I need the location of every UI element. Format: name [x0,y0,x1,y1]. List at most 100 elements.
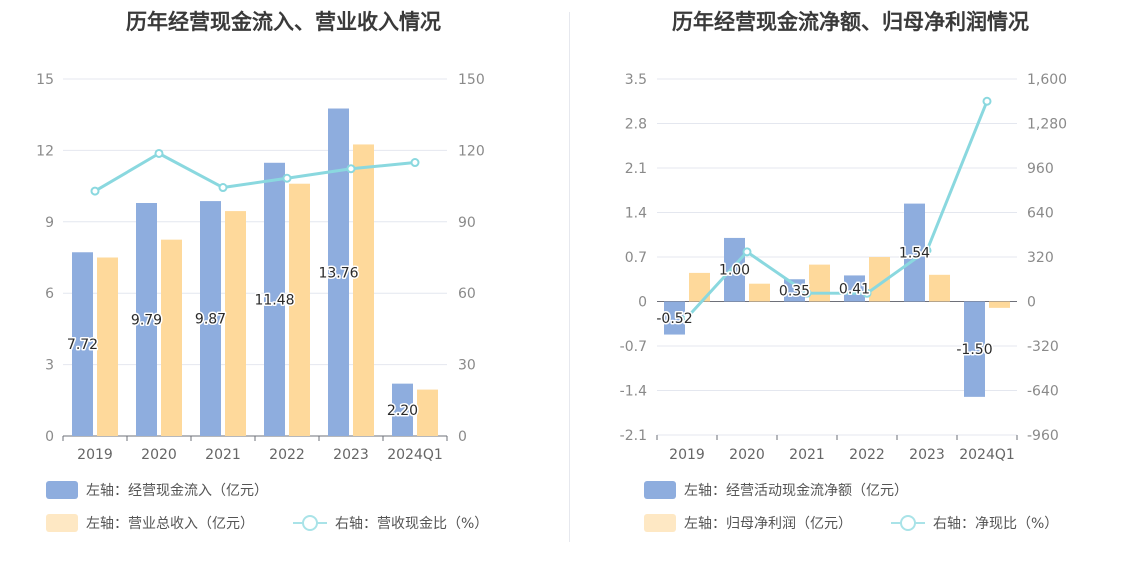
y-left-tick-label: 0.7 [625,250,647,266]
y-right-tick-label: 320 [1027,250,1054,266]
y-left-tick-label: -1.4 [620,384,647,400]
bar-primary [200,201,221,436]
chart-title-left: 历年经营现金流入、营业收入情况 [126,10,441,34]
ratio-point [682,313,692,323]
data-label: 1.00 [719,263,750,279]
data-label: 1.54 [899,246,930,262]
chart-svg-right: -2.1 -960 -1.4 -640 -0.7 -320 0 0 0.7 320 1.4 640 2.… [620,72,1067,463]
x-tick-label: 2023 [909,447,945,463]
y-left-tick-label: 3 [45,358,54,374]
data-label: 11.48 [254,292,294,308]
y-left-tick-label: -0.7 [620,339,647,355]
x-tick-label: 2024Q1 [959,447,1015,463]
legend-label: 右轴：净现比（%） [933,516,1059,532]
y-right-tick-label: -320 [1027,339,1059,355]
bar-primary [724,237,745,302]
legend-item-cash-inflow[interactable]: 左轴：经营现金流入（亿元） [46,480,268,500]
bar-primary [784,279,805,302]
data-label: 7.72 [67,337,98,353]
y-right-tick-label: 150 [458,72,485,88]
bar-secondary [809,264,830,302]
x-tick-label: 2024Q1 [387,447,443,463]
y-left-tick-label: 2.1 [625,161,647,177]
ratio-point [410,158,420,168]
bar-secondary [353,144,374,436]
bar-secondary [161,239,182,436]
legend-line-icon [293,514,327,532]
data-label: 2.20 [387,403,418,419]
legend-item-net-operating-cash[interactable]: 左轴：经营活动现金流净额（亿元） [644,480,908,500]
chart-panel-left: 历年经营现金流入、营业收入情况 0 0 3 30 6 60 9 90 12 120 15 150 201… [36,10,488,533]
x-tick-label: 2019 [669,447,705,463]
y-right-tick-label: 1,280 [1027,117,1067,133]
y-left-tick-label: 1.4 [625,206,647,222]
ratio-point [742,247,752,257]
y-right-tick-label: 30 [458,358,476,374]
y-right-tick-label: 1,600 [1027,72,1067,88]
legend-item-net-profit[interactable]: 左轴：归母净利润（亿元） [644,513,852,533]
legend-item-revenue[interactable]: 左轴：营业总收入（亿元） [46,513,254,533]
data-label: 13.76 [318,265,358,281]
legend-swatch-blue [644,481,676,499]
bar-primary [72,252,93,436]
legend-swatch-yellow [46,514,78,532]
y-right-tick-label: 120 [458,143,485,159]
y-right-tick-label: 90 [458,215,476,231]
bar-secondary [869,257,890,302]
y-left-tick-label: 9 [45,215,54,231]
legend-label: 右轴：营收现金比（%） [335,516,489,532]
data-label: -1.50 [956,342,992,358]
y-left-tick-label: 0 [45,429,54,445]
legend-label: 左轴：经营活动现金流净额（亿元） [684,483,908,499]
y-right-tick-label: 0 [1027,295,1036,311]
bar-secondary [225,211,246,436]
data-label: 0.35 [779,283,810,299]
legend-item-net-cash-ratio[interactable]: 右轴：净现比（%） [891,513,1058,533]
ratio-line [685,100,989,319]
legend-swatch-yellow [644,514,676,532]
x-tick-label: 2023 [333,447,369,463]
bar-secondary [97,257,118,436]
chart-panel-right: 历年经营现金流净额、归母净利润情况 -2.1 -960 -1.4 -640 -0.7 -3… [567,0,1134,582]
bar-primary [392,383,413,436]
bar-secondary [417,389,438,436]
ratio-point [862,288,872,298]
data-label: -0.52 [656,311,692,327]
bar-secondary [289,183,310,436]
ratio-point [90,186,100,196]
y-left-tick-label: 6 [45,286,54,302]
y-right-tick-label: -960 [1027,428,1059,444]
ratio-point [802,288,812,298]
data-label: 0.41 [839,281,870,297]
ratio-point [218,183,228,193]
ratio-point [154,148,164,158]
ratio-point [346,164,356,174]
y-left-tick-label: 2.8 [625,117,647,133]
ratio-line [94,151,416,193]
x-tick-label: 2020 [729,447,765,463]
chart-svg-left: 0 0 3 30 6 60 9 90 12 120 15 150 2019 2020 2021 2022 202… [36,72,485,463]
bar-secondary [749,283,770,302]
bar-primary [904,203,925,302]
bar-primary [328,108,349,437]
y-right-tick-label: 960 [1027,161,1054,177]
x-tick-label: 2022 [269,447,305,463]
legend-item-revenue-cash-ratio[interactable]: 右轴：营收现金比（%） [293,513,488,533]
legend-label: 左轴：归母净利润（亿元） [684,516,852,532]
ratio-point [922,245,932,255]
bar-secondary [989,301,1010,308]
y-left-tick-label: 15 [36,72,54,88]
data-label: 9.87 [195,312,226,328]
y-right-tick-label: -640 [1027,384,1059,400]
y-right-tick-label: 0 [458,429,467,445]
panel-divider [569,12,570,542]
x-tick-label: 2021 [789,447,825,463]
y-left-tick-label: 0 [638,295,647,311]
bar-primary [136,202,157,436]
ratio-point [282,173,292,183]
x-tick-label: 2020 [141,447,177,463]
legend-label: 左轴：经营现金流入（亿元） [86,483,268,499]
bar-secondary [689,272,710,302]
bar-secondary [929,274,950,302]
y-right-tick-label: 640 [1027,206,1054,222]
